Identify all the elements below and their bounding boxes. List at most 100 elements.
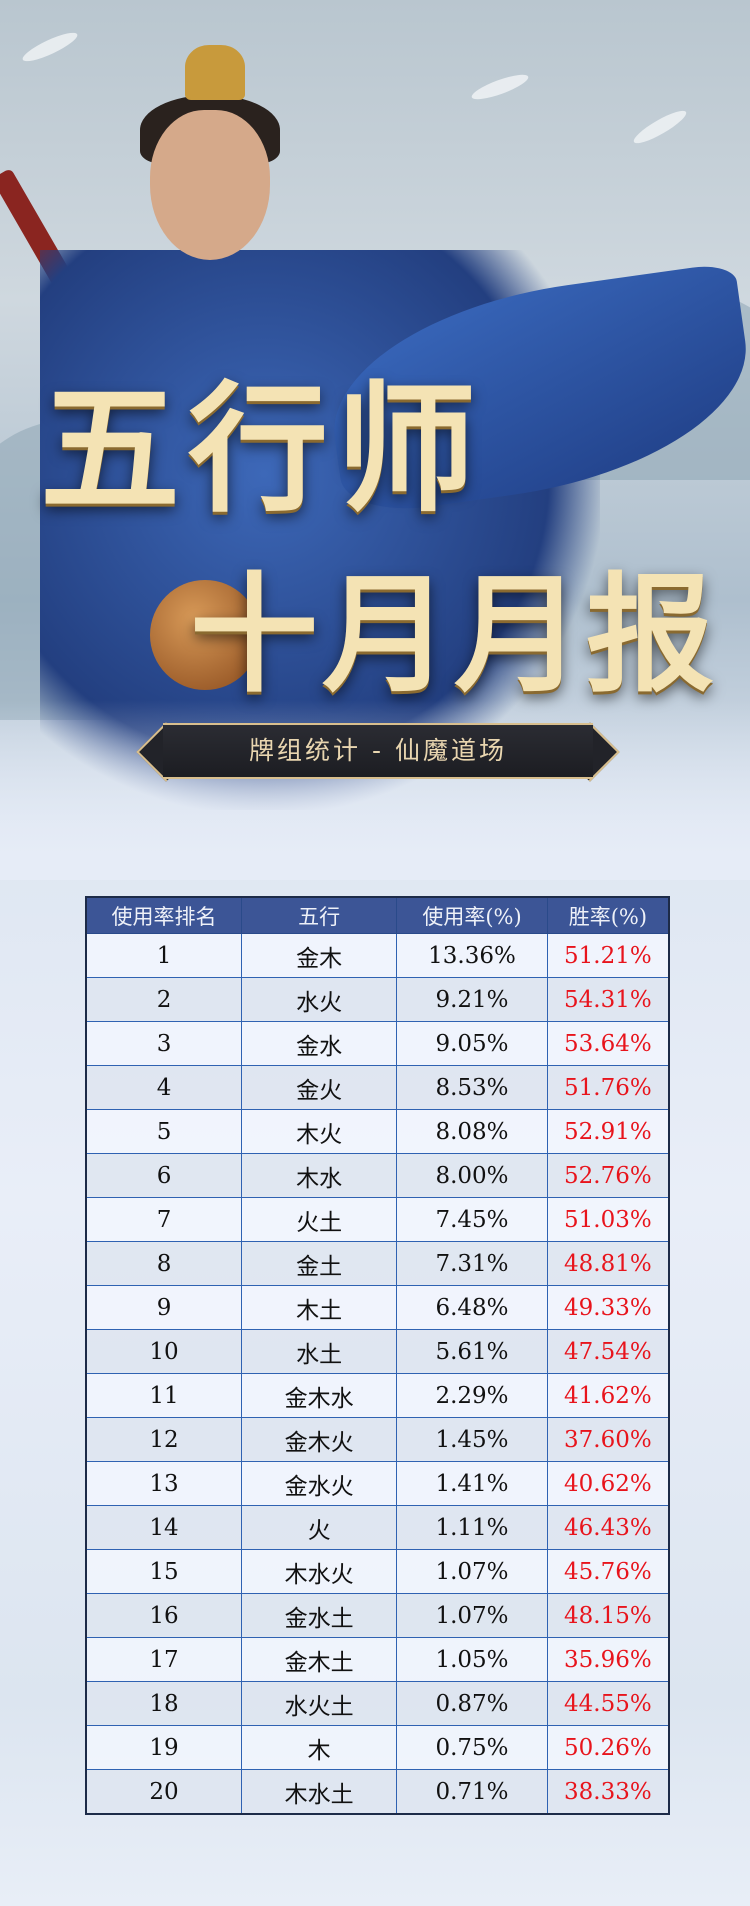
elements-cell: 木水	[241, 1153, 398, 1198]
elements-cell: 金木水	[241, 1373, 398, 1418]
deck-stats-table: 使用率排名 五行 使用率(%) 胜率(%) 1 金木 13.36% 51.21% 2 水火…	[85, 896, 670, 1815]
table-row: 4 金火 8.53% 51.76%	[85, 1065, 670, 1110]
rank-cell: 6	[85, 1153, 243, 1198]
section-banner: 牌组统计 - 仙魔道场	[133, 722, 623, 782]
banner-text: 牌组统计 - 仙魔道场	[249, 736, 507, 765]
header-elements: 五行	[241, 896, 398, 934]
rank-cell: 16	[85, 1593, 243, 1638]
hero-banner: 五行师 十月月报 牌组统计 - 仙魔道场	[0, 0, 750, 880]
usage-rate-cell: 8.53%	[396, 1065, 548, 1110]
rank-cell: 20	[85, 1769, 243, 1815]
elements-cell: 水火土	[241, 1681, 398, 1726]
elements-cell: 木土	[241, 1285, 398, 1330]
win-rate-cell: 51.76%	[546, 1065, 670, 1110]
elements-cell: 水火	[241, 977, 398, 1022]
rank-cell: 18	[85, 1681, 243, 1726]
table-row: 1 金木 13.36% 51.21%	[85, 933, 670, 978]
rank-cell: 19	[85, 1725, 243, 1770]
usage-rate-cell: 7.45%	[396, 1197, 548, 1242]
table-row: 20 木水土 0.71% 38.33%	[85, 1769, 670, 1815]
usage-rate-cell: 8.00%	[396, 1153, 548, 1198]
win-rate-cell: 52.76%	[546, 1153, 670, 1198]
rank-cell: 4	[85, 1065, 243, 1110]
win-rate-cell: 44.55%	[546, 1681, 670, 1726]
table-row: 19 木 0.75% 50.26%	[85, 1725, 670, 1770]
elements-cell: 木水火	[241, 1549, 398, 1594]
elements-cell: 金木	[241, 933, 398, 978]
rank-cell: 13	[85, 1461, 243, 1506]
usage-rate-cell: 0.75%	[396, 1725, 548, 1770]
usage-rate-cell: 5.61%	[396, 1329, 548, 1374]
elements-cell: 水土	[241, 1329, 398, 1374]
elements-cell: 金水火	[241, 1461, 398, 1506]
table-row: 8 金土 7.31% 48.81%	[85, 1241, 670, 1286]
win-rate-cell: 35.96%	[546, 1637, 670, 1682]
usage-rate-cell: 9.21%	[396, 977, 548, 1022]
table-row: 9 木土 6.48% 49.33%	[85, 1285, 670, 1330]
usage-rate-cell: 8.08%	[396, 1109, 548, 1154]
rank-cell: 7	[85, 1197, 243, 1242]
win-rate-cell: 49.33%	[546, 1285, 670, 1330]
rank-cell: 10	[85, 1329, 243, 1374]
table-row: 11 金木水 2.29% 41.62%	[85, 1373, 670, 1418]
usage-rate-cell: 0.87%	[396, 1681, 548, 1726]
elements-cell: 金水土	[241, 1593, 398, 1638]
elements-cell: 金木火	[241, 1417, 398, 1462]
win-rate-cell: 40.62%	[546, 1461, 670, 1506]
table-row: 12 金木火 1.45% 37.60%	[85, 1417, 670, 1462]
usage-rate-cell: 6.48%	[396, 1285, 548, 1330]
character-face-illustration	[150, 110, 270, 260]
crane-decoration	[630, 105, 690, 149]
table-row: 18 水火土 0.87% 44.55%	[85, 1681, 670, 1726]
rank-cell: 15	[85, 1549, 243, 1594]
rank-cell: 1	[85, 933, 243, 978]
win-rate-cell: 50.26%	[546, 1725, 670, 1770]
rank-cell: 2	[85, 977, 243, 1022]
hero-subtitle-month: 十月月报	[190, 560, 719, 710]
rank-cell: 3	[85, 1021, 243, 1066]
usage-rate-cell: 1.11%	[396, 1505, 548, 1550]
table-row: 5 木火 8.08% 52.91%	[85, 1109, 670, 1154]
table-row: 3 金水 9.05% 53.64%	[85, 1021, 670, 1066]
win-rate-cell: 51.03%	[546, 1197, 670, 1242]
elements-cell: 火土	[241, 1197, 398, 1242]
win-rate-cell: 53.64%	[546, 1021, 670, 1066]
win-rate-cell: 46.43%	[546, 1505, 670, 1550]
usage-rate-cell: 0.71%	[396, 1769, 548, 1815]
elements-cell: 木水土	[241, 1769, 398, 1815]
table-row: 16 金水土 1.07% 48.15%	[85, 1593, 670, 1638]
win-rate-cell: 51.21%	[546, 933, 670, 978]
elements-cell: 火	[241, 1505, 398, 1550]
table-row: 7 火土 7.45% 51.03%	[85, 1197, 670, 1242]
elements-cell: 木	[241, 1725, 398, 1770]
rank-cell: 17	[85, 1637, 243, 1682]
rank-cell: 5	[85, 1109, 243, 1154]
usage-rate-cell: 2.29%	[396, 1373, 548, 1418]
usage-rate-cell: 1.45%	[396, 1417, 548, 1462]
header-rank: 使用率排名	[85, 896, 243, 934]
win-rate-cell: 54.31%	[546, 977, 670, 1022]
table-body: 1 金木 13.36% 51.21% 2 水火 9.21% 54.31% 3 金水 9.05% 53.…	[85, 933, 670, 1815]
table-row: 13 金水火 1.41% 40.62%	[85, 1461, 670, 1506]
gourd-illustration	[150, 580, 260, 690]
elements-cell: 金土	[241, 1241, 398, 1286]
rank-cell: 11	[85, 1373, 243, 1418]
table-header-row: 使用率排名 五行 使用率(%) 胜率(%)	[85, 896, 670, 934]
header-usage-rate: 使用率(%)	[396, 896, 548, 934]
table-row: 14 火 1.11% 46.43%	[85, 1505, 670, 1550]
table-row: 10 水土 5.61% 47.54%	[85, 1329, 670, 1374]
win-rate-cell: 45.76%	[546, 1549, 670, 1594]
elements-cell: 木火	[241, 1109, 398, 1154]
usage-rate-cell: 1.05%	[396, 1637, 548, 1682]
win-rate-cell: 52.91%	[546, 1109, 670, 1154]
rank-cell: 12	[85, 1417, 243, 1462]
usage-rate-cell: 1.41%	[396, 1461, 548, 1506]
usage-rate-cell: 1.07%	[396, 1593, 548, 1638]
win-rate-cell: 37.60%	[546, 1417, 670, 1462]
elements-cell: 金木土	[241, 1637, 398, 1682]
rank-cell: 8	[85, 1241, 243, 1286]
win-rate-cell: 47.54%	[546, 1329, 670, 1374]
table-row: 2 水火 9.21% 54.31%	[85, 977, 670, 1022]
usage-rate-cell: 1.07%	[396, 1549, 548, 1594]
rank-cell: 14	[85, 1505, 243, 1550]
